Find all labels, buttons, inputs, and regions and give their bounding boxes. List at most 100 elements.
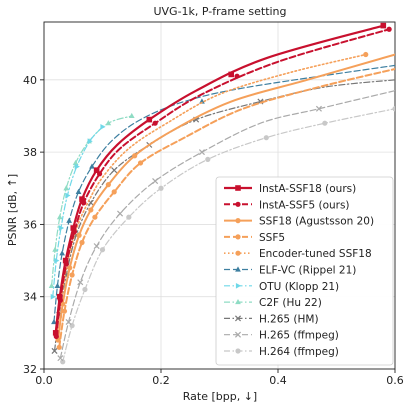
data-point: [52, 246, 58, 252]
legend-label: H.264 (ffmpeg): [259, 346, 339, 358]
data-point: [392, 106, 395, 112]
data-point: [56, 214, 63, 220]
legend-marker: [235, 218, 241, 224]
x-axis-label: Rate [bpp, ↓]: [183, 390, 257, 403]
data-point: [58, 225, 65, 231]
data-point: [234, 73, 240, 79]
data-point: [82, 286, 88, 293]
data-point: [69, 272, 75, 278]
data-point: [105, 182, 111, 188]
data-point: [56, 293, 63, 300]
data-point: [65, 318, 72, 326]
data-point: [63, 185, 70, 191]
data-point: [146, 116, 153, 123]
legend-label: InstA-SSF18 (ours): [259, 183, 356, 195]
y-tick-label: 38: [23, 146, 37, 159]
y-tick-label: 34: [23, 291, 37, 304]
data-point: [158, 185, 164, 191]
data-point: [51, 347, 58, 354]
data-point: [88, 207, 94, 213]
legend-marker: [235, 250, 241, 256]
data-point: [57, 355, 64, 362]
data-point: [322, 120, 328, 126]
data-point: [54, 282, 61, 288]
data-point: [76, 232, 82, 238]
plot-frame: [43, 21, 396, 370]
data-point: [60, 359, 66, 365]
data-point: [70, 225, 77, 231]
legend-label: C2F (Hu 22): [259, 297, 322, 309]
data-point: [152, 178, 159, 185]
series-9: [57, 90, 395, 362]
data-point: [74, 163, 80, 170]
data-point: [363, 51, 369, 58]
data-point: [105, 120, 112, 126]
data-point: [79, 239, 85, 246]
series-10: [60, 106, 395, 365]
series-2: [55, 53, 395, 343]
data-point: [66, 217, 73, 223]
data-point: [50, 293, 56, 300]
legend-marker: [235, 266, 241, 272]
data-point: [380, 22, 387, 29]
data-point: [48, 282, 55, 288]
data-point: [75, 188, 82, 194]
data-point: [228, 71, 234, 78]
data-point: [205, 156, 211, 162]
x-tick-label: 0.0: [35, 374, 53, 387]
x-tick-label: 0.2: [152, 374, 170, 387]
data-point: [56, 344, 62, 350]
data-point: [132, 153, 138, 159]
series-line: [54, 24, 385, 334]
data-point: [386, 26, 392, 32]
y-tick-label: 40: [23, 74, 37, 87]
series-line: [62, 108, 395, 363]
legend-marker: [235, 348, 241, 354]
data-point: [315, 105, 322, 112]
series-line: [57, 53, 395, 342]
legend-marker: [235, 298, 241, 305]
data-point: [93, 243, 100, 250]
legend-box: [215, 176, 394, 366]
chart-title: UVG-1k, P-frame setting: [153, 5, 286, 18]
legend-marker: [234, 315, 242, 322]
x-tick-label: 0.4: [269, 374, 287, 387]
series-0: [52, 22, 387, 336]
data-point: [100, 123, 106, 130]
legend-marker: [234, 331, 242, 338]
data-point: [65, 192, 71, 199]
data-point: [67, 265, 73, 271]
data-point: [99, 247, 106, 253]
legend-marker: [235, 185, 241, 191]
series-line: [59, 90, 395, 359]
legend-label: SSF18 (Agustsson 20): [259, 216, 374, 228]
legend-label: ELF-VC (Rippel 21): [259, 265, 356, 277]
data-point: [51, 318, 57, 325]
data-point: [93, 167, 100, 173]
data-point: [52, 330, 59, 336]
x-tick-label: 0.6: [386, 374, 404, 387]
data-point: [72, 159, 79, 166]
data-point: [137, 160, 144, 166]
data-point: [89, 163, 95, 169]
data-point: [87, 138, 93, 145]
data-point: [62, 257, 69, 264]
data-point: [77, 279, 84, 286]
data-point: [263, 135, 269, 141]
y-tick-label: 32: [23, 363, 37, 376]
axes-layer: 0.0 0.2 0.4 0.6 32 34 36 38 40: [23, 21, 404, 387]
legend-label: SSF5: [259, 232, 285, 244]
series-line: [55, 28, 391, 338]
series-3: [56, 67, 395, 350]
series-layer: [48, 22, 395, 365]
legend-marker: [235, 282, 242, 289]
legend-marker: [235, 201, 241, 207]
data-point: [61, 308, 68, 314]
legend-label: OTU (Klopp 21): [259, 281, 339, 293]
data-point: [92, 214, 98, 220]
data-point: [152, 120, 158, 126]
data-point: [79, 196, 85, 202]
series-6: [50, 123, 106, 300]
